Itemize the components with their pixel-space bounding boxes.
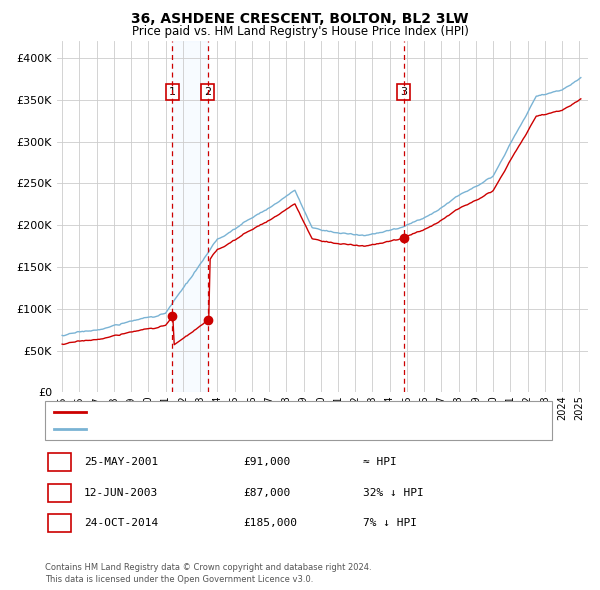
Text: 1: 1: [56, 457, 63, 467]
Text: £91,000: £91,000: [243, 457, 290, 467]
Text: 1: 1: [169, 87, 176, 97]
Text: 25-MAY-2001: 25-MAY-2001: [84, 457, 158, 467]
Text: 36, ASHDENE CRESCENT, BOLTON, BL2 3LW: 36, ASHDENE CRESCENT, BOLTON, BL2 3LW: [131, 12, 469, 26]
Text: 12-JUN-2003: 12-JUN-2003: [84, 488, 158, 497]
Text: 2: 2: [56, 488, 63, 497]
Text: Contains HM Land Registry data © Crown copyright and database right 2024.: Contains HM Land Registry data © Crown c…: [45, 563, 371, 572]
Text: £185,000: £185,000: [243, 519, 297, 528]
Text: 7% ↓ HPI: 7% ↓ HPI: [363, 519, 417, 528]
Text: 2: 2: [204, 87, 211, 97]
Text: 3: 3: [400, 87, 407, 97]
Text: 24-OCT-2014: 24-OCT-2014: [84, 519, 158, 528]
Text: ≈ HPI: ≈ HPI: [363, 457, 397, 467]
Text: Price paid vs. HM Land Registry's House Price Index (HPI): Price paid vs. HM Land Registry's House …: [131, 25, 469, 38]
Bar: [172, 41, 208, 392]
Text: £87,000: £87,000: [243, 488, 290, 497]
Text: 36, ASHDENE CRESCENT, BOLTON, BL2 3LW (detached house): 36, ASHDENE CRESCENT, BOLTON, BL2 3LW (d…: [92, 407, 431, 417]
Text: HPI: Average price, detached house, Bolton: HPI: Average price, detached house, Bolt…: [92, 424, 329, 434]
Text: This data is licensed under the Open Government Licence v3.0.: This data is licensed under the Open Gov…: [45, 575, 313, 584]
Text: 32% ↓ HPI: 32% ↓ HPI: [363, 488, 424, 497]
Text: 3: 3: [56, 519, 63, 528]
